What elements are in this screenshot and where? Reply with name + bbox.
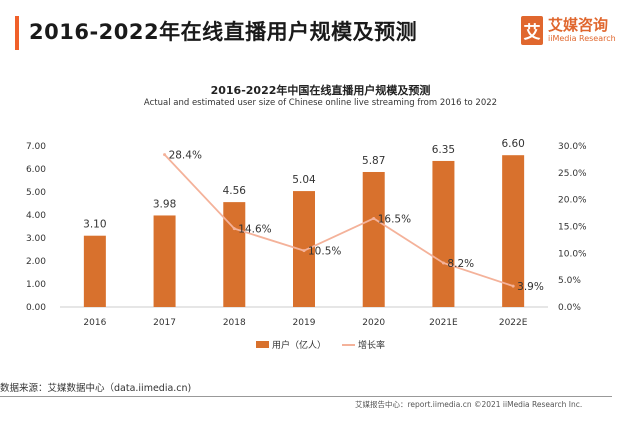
legend-swatch-line bbox=[342, 343, 355, 346]
growth-value-label: 3.9% bbox=[517, 281, 544, 293]
growth-point bbox=[441, 261, 445, 265]
legend-label-users: 用户（亿人） bbox=[271, 341, 326, 351]
bar bbox=[502, 155, 525, 307]
bar bbox=[362, 171, 385, 307]
right-tick-label: 5.0% bbox=[558, 276, 581, 286]
growth-point bbox=[511, 284, 515, 288]
bar bbox=[293, 191, 315, 307]
left-tick-label: 6.00 bbox=[26, 165, 46, 175]
left-tick-label: 5.00 bbox=[26, 188, 46, 198]
right-tick-label: 20.0% bbox=[558, 196, 587, 206]
growth-value-label: 8.2% bbox=[447, 258, 474, 270]
left-tick-label: 4.00 bbox=[26, 211, 46, 221]
growth-value-label: 10.5% bbox=[308, 246, 341, 258]
bar-value-label: 6.35 bbox=[432, 144, 455, 156]
legend-item-growth: 增长率 bbox=[342, 338, 385, 351]
left-tick-label: 0.00 bbox=[26, 303, 46, 313]
bar-value-label: 3.98 bbox=[153, 198, 176, 210]
footer-report: 艾媒报告中心：report.iimedia.cn ©2021 iiMedia R… bbox=[355, 400, 583, 409]
right-tick-label: 10.0% bbox=[558, 249, 587, 259]
left-tick-label: 7.00 bbox=[26, 142, 46, 152]
left-tick-label: 2.00 bbox=[26, 257, 46, 267]
legend-item-users: 用户（亿人） bbox=[255, 338, 326, 351]
bar-value-label: 4.56 bbox=[223, 185, 247, 197]
logo-cn: 艾媒咨询 bbox=[548, 16, 609, 34]
legend: 用户（亿人） 增长率 bbox=[0, 338, 641, 351]
right-tick-label: 15.0% bbox=[558, 223, 587, 233]
left-tick-label: 3.00 bbox=[26, 234, 46, 244]
growth-value-label: 28.4% bbox=[169, 150, 202, 162]
chart-title: 2016-2022年中国在线直播用户规模及预测 bbox=[210, 84, 431, 97]
chart-subtitle: Actual and estimated user size of Chines… bbox=[143, 98, 498, 108]
growth-value-label: 16.5% bbox=[378, 213, 411, 225]
bar-value-label: 6.60 bbox=[501, 138, 524, 150]
x-tick-label: 2022E bbox=[499, 318, 528, 328]
bar-value-label: 3.10 bbox=[83, 219, 106, 231]
bar bbox=[83, 235, 106, 307]
x-tick-label: 2020 bbox=[362, 318, 385, 328]
bar-value-label: 5.87 bbox=[362, 155, 385, 167]
logo-en: iiMedia Research bbox=[548, 34, 616, 43]
x-tick-label: 2017 bbox=[153, 318, 176, 328]
title-accent-bar bbox=[15, 16, 19, 50]
x-tick-label: 2016 bbox=[83, 318, 106, 328]
logo-mark: 艾 bbox=[521, 16, 543, 45]
right-tick-label: 25.0% bbox=[558, 169, 587, 179]
page-title: 2016-2022年在线直播用户规模及预测 bbox=[29, 20, 418, 44]
growth-point bbox=[302, 249, 306, 253]
data-source: 数据来源：艾媒数据中心（data.iimedia.cn) bbox=[0, 383, 192, 394]
bar bbox=[432, 160, 455, 307]
legend-swatch-bar bbox=[255, 341, 269, 348]
right-tick-label: 30.0% bbox=[558, 142, 587, 152]
bar bbox=[153, 215, 176, 307]
legend-label-growth: 增长率 bbox=[358, 341, 386, 351]
footer-divider bbox=[0, 396, 612, 397]
x-tick-label: 2021E bbox=[429, 318, 458, 328]
growth-point bbox=[163, 153, 167, 157]
x-tick-label: 2018 bbox=[223, 318, 246, 328]
growth-point bbox=[372, 216, 376, 220]
bar-value-label: 5.04 bbox=[292, 174, 316, 186]
bar bbox=[223, 202, 246, 307]
growth-value-label: 14.6% bbox=[238, 224, 271, 236]
growth-point bbox=[232, 227, 236, 231]
iimedia-logo: 艾 艾媒咨询 iiMedia Research bbox=[521, 16, 616, 45]
left-tick-label: 1.00 bbox=[26, 280, 46, 290]
x-tick-label: 2019 bbox=[293, 318, 316, 328]
right-tick-label: 0.0% bbox=[558, 303, 581, 313]
growth-line bbox=[163, 153, 514, 287]
